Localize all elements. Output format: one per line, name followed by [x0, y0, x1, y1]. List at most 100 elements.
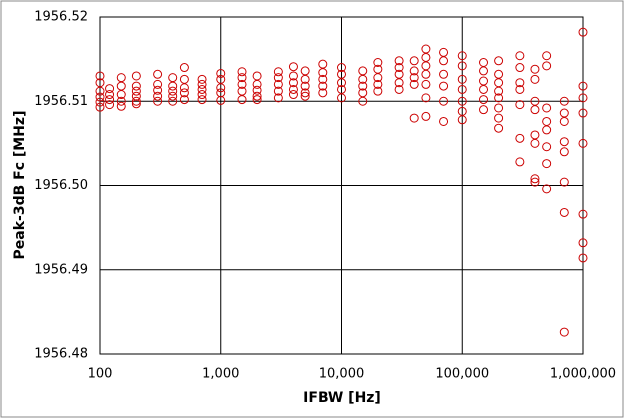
- point: [300, 88, 310, 98]
- point: [153, 96, 163, 106]
- point: [578, 253, 588, 263]
- point: [421, 93, 431, 103]
- point: [559, 147, 569, 157]
- point: [273, 73, 283, 83]
- point: [153, 69, 163, 79]
- point: [494, 123, 504, 133]
- x-tick-label: 10,000: [319, 367, 365, 382]
- point: [300, 91, 310, 101]
- point: [457, 115, 467, 125]
- point: [394, 78, 404, 88]
- point: [559, 116, 569, 126]
- point: [288, 90, 298, 100]
- point: [318, 74, 328, 84]
- point: [439, 56, 449, 66]
- point: [479, 105, 489, 115]
- point: [116, 96, 126, 106]
- point: [197, 84, 207, 94]
- point: [394, 84, 404, 94]
- point: [530, 64, 540, 74]
- point: [439, 81, 449, 91]
- point: [542, 61, 552, 71]
- point: [153, 79, 163, 89]
- point: [237, 79, 247, 89]
- point: [439, 116, 449, 126]
- point: [421, 111, 431, 121]
- point: [273, 93, 283, 103]
- point: [237, 95, 247, 105]
- point: [578, 93, 588, 103]
- y-tick-label: 1956.48: [34, 347, 88, 362]
- point: [288, 62, 298, 72]
- point: [542, 159, 552, 169]
- point: [559, 177, 569, 187]
- x-axis-title: IFBW [Hz]: [303, 390, 381, 406]
- point: [530, 74, 540, 84]
- point: [179, 63, 189, 73]
- point: [530, 105, 540, 115]
- y-tick-label: 1956.49: [34, 262, 88, 277]
- point: [515, 133, 525, 143]
- point: [457, 84, 467, 94]
- point: [373, 79, 383, 89]
- x-tick-label: 1,000: [202, 367, 239, 382]
- point: [542, 103, 552, 113]
- point: [131, 99, 141, 109]
- point: [457, 51, 467, 61]
- point: [457, 96, 467, 106]
- point: [358, 74, 368, 84]
- point: [95, 97, 105, 107]
- point: [439, 96, 449, 106]
- point: [578, 81, 588, 91]
- point: [578, 238, 588, 248]
- point: [373, 86, 383, 96]
- point: [421, 79, 431, 89]
- point: [358, 81, 368, 91]
- point: [337, 63, 346, 73]
- x-tick-label: 1,000,000: [550, 367, 616, 382]
- point: [153, 91, 163, 101]
- point: [237, 67, 247, 77]
- y-tick-label: 1956.52: [34, 10, 88, 25]
- point: [273, 67, 283, 77]
- point: [168, 86, 178, 96]
- y-axis-title: Peak-3dB Fc [MHz]: [12, 111, 28, 260]
- point: [530, 174, 540, 184]
- point: [179, 95, 189, 105]
- point: [179, 88, 189, 98]
- point: [131, 86, 141, 96]
- plot-border: [99, 16, 584, 355]
- point: [288, 78, 298, 88]
- point: [197, 90, 207, 100]
- point: [515, 100, 525, 110]
- point: [288, 84, 298, 94]
- point: [337, 78, 346, 88]
- point: [116, 90, 126, 100]
- point: [479, 95, 489, 105]
- point: [105, 90, 115, 100]
- point: [421, 69, 431, 79]
- point: [95, 86, 105, 96]
- point: [153, 85, 163, 95]
- point: [373, 57, 383, 67]
- point: [409, 56, 419, 66]
- point: [216, 68, 226, 78]
- point: [252, 91, 262, 101]
- point: [439, 69, 449, 79]
- point: [197, 79, 207, 89]
- x-tick-label: 100: [88, 367, 113, 382]
- point: [216, 95, 226, 105]
- point: [131, 96, 141, 106]
- point: [300, 81, 310, 91]
- point: [105, 84, 115, 94]
- point: [373, 73, 383, 83]
- point: [318, 68, 328, 78]
- point: [95, 71, 105, 81]
- point: [578, 108, 588, 118]
- point: [578, 27, 588, 37]
- point: [116, 101, 126, 111]
- point: [559, 137, 569, 147]
- point: [530, 177, 540, 187]
- point: [394, 63, 404, 73]
